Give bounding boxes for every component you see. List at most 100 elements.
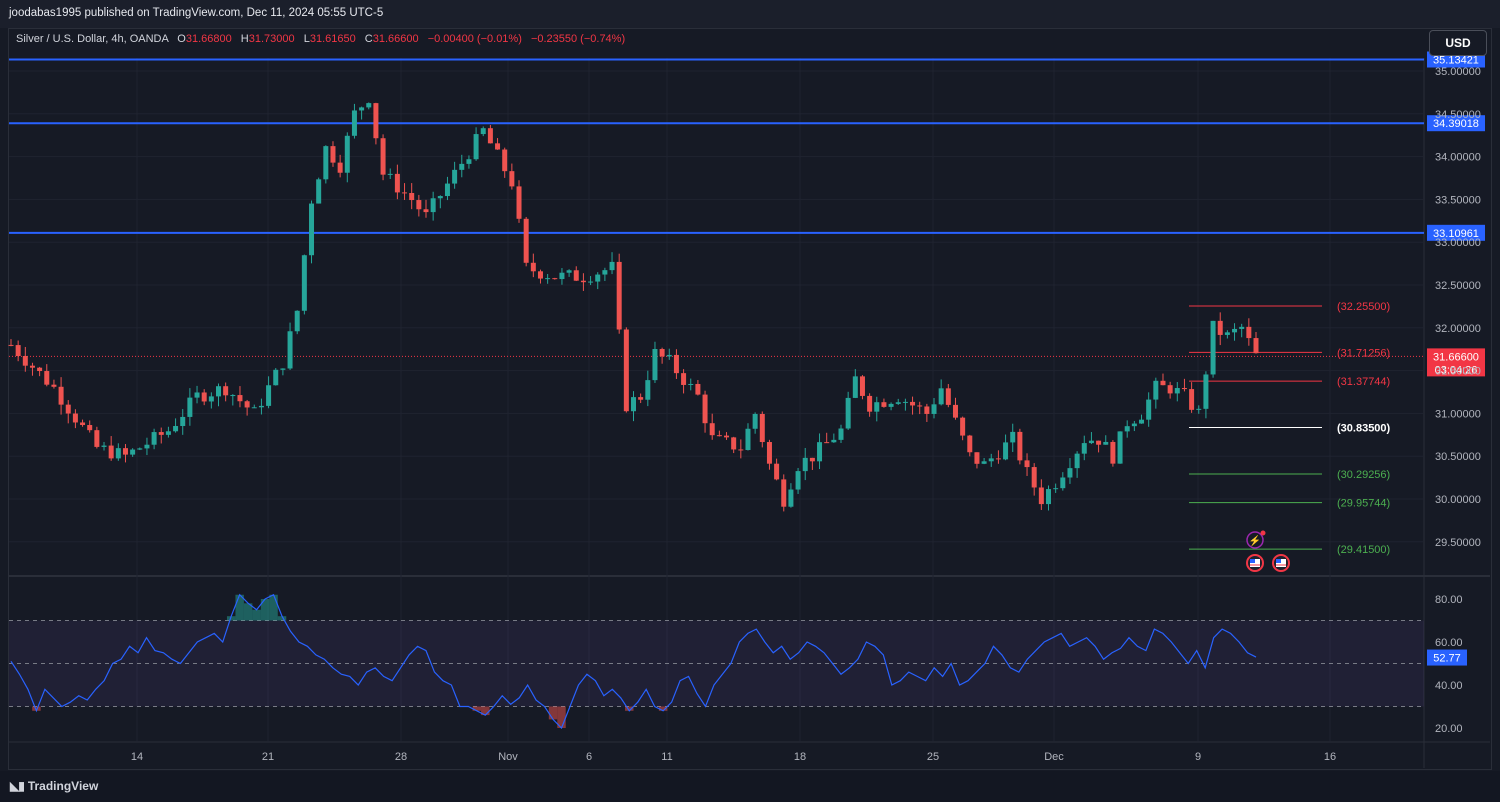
candle-body	[731, 437, 736, 449]
candle-body	[531, 263, 536, 272]
price-tick-label: 31.00000	[1435, 408, 1481, 420]
us-flag-canton-icon	[1250, 559, 1255, 563]
candle-body	[459, 164, 464, 170]
candle-body	[1082, 443, 1087, 454]
candle-body	[645, 380, 650, 400]
time-tick-label: 18	[794, 751, 806, 763]
candle-body	[760, 414, 765, 442]
candle-body	[595, 275, 600, 282]
time-tick-label: 11	[661, 751, 672, 763]
candle-body	[431, 198, 436, 212]
candle-body	[681, 373, 686, 385]
candle-body	[982, 461, 987, 464]
candle-body	[1046, 489, 1051, 504]
candle-body	[223, 386, 228, 395]
level-label: (29.41500)	[1337, 544, 1390, 556]
horizontal-line-label: 35.13421	[1433, 55, 1479, 67]
candle-body	[817, 442, 822, 461]
candle-body	[1203, 374, 1208, 408]
price-tick-label: 31.50000	[1435, 366, 1481, 378]
time-axis: 14 21 28 Nov 6 11 18 25 Dec 9 16	[131, 751, 1336, 763]
candle-body	[123, 448, 128, 454]
candle-body	[1075, 454, 1080, 468]
current-price-label: 31.66600	[1433, 351, 1479, 363]
price-axis: 35.0000034.5000034.0000033.5000033.00000…	[1435, 66, 1481, 549]
candle-body	[1189, 389, 1194, 410]
level-label: (30.83500)	[1337, 423, 1391, 435]
tradingview-logo[interactable]: ◣▮ TradingView	[10, 779, 98, 793]
candle-body	[9, 345, 14, 346]
high-label: H	[241, 33, 249, 45]
currency-button[interactable]: USD	[1429, 30, 1487, 56]
candle-body	[767, 442, 772, 464]
candle-body	[137, 448, 142, 449]
symbol-legend: Silver / U.S. Dollar, 4h, OANDA O31.6680…	[16, 33, 625, 45]
level-label: (30.29256)	[1337, 469, 1390, 481]
candle-body	[1254, 338, 1259, 353]
candle-body	[738, 449, 743, 450]
candle-body	[796, 471, 801, 489]
candle-body	[266, 385, 271, 406]
candle-body	[774, 464, 779, 480]
tradingview-logo-icon: ◣▮	[10, 779, 24, 793]
candle-body	[280, 368, 285, 369]
candle-body	[302, 255, 307, 311]
candle-body	[1153, 381, 1158, 400]
candle-body	[559, 273, 564, 279]
candle-body	[345, 136, 350, 173]
candle-body	[338, 163, 343, 173]
rsi-tick-label: 80.00	[1435, 594, 1463, 606]
candle-body	[538, 271, 543, 278]
level-label: (31.37744)	[1337, 376, 1390, 388]
candle-body	[288, 331, 293, 368]
candle-body	[130, 450, 135, 455]
candle-body	[23, 356, 28, 366]
candle-body	[438, 196, 443, 198]
event-markers: ⚡	[1247, 531, 1289, 572]
time-tick-label: Dec	[1044, 751, 1064, 763]
candle-body	[581, 281, 586, 282]
candle-body	[66, 405, 71, 414]
candle-body	[660, 349, 665, 356]
candle-body	[44, 371, 49, 385]
candle-body	[116, 448, 121, 458]
candle-body	[1146, 400, 1151, 420]
open-value: 31.66800	[186, 33, 232, 45]
candle-body	[1118, 431, 1123, 463]
candle-body	[924, 406, 929, 413]
candle-body	[252, 407, 257, 408]
price-tick-label: 35.00000	[1435, 66, 1481, 78]
candle-body	[509, 171, 514, 186]
open-label: O	[177, 33, 186, 45]
candle-body	[896, 402, 901, 404]
candle-body	[102, 446, 107, 447]
candles	[9, 102, 1259, 511]
candle-body	[209, 396, 214, 401]
candle-body	[1225, 332, 1230, 335]
candle-body	[753, 414, 758, 429]
candle-body	[1067, 468, 1072, 477]
candle-body	[588, 282, 593, 283]
low-value: 31.61650	[310, 33, 356, 45]
candle-body	[652, 349, 657, 380]
candle-body	[1110, 442, 1115, 464]
candle-body	[860, 376, 865, 396]
candle-body	[638, 397, 643, 400]
candle-body	[466, 159, 471, 164]
candle-body	[216, 386, 221, 396]
level-label: (29.95744)	[1337, 498, 1390, 510]
candle-body	[1239, 327, 1244, 329]
candle-body	[717, 435, 722, 436]
candle-body	[953, 405, 958, 418]
candle-body	[552, 278, 557, 279]
candle-body	[831, 440, 836, 442]
candle-body	[166, 431, 171, 435]
candle-body	[881, 402, 886, 407]
price-tick-label: 32.50000	[1435, 280, 1481, 292]
candle-body	[180, 417, 185, 426]
candle-body	[624, 329, 629, 411]
candle-body	[939, 388, 944, 404]
fib-levels: (32.25500)(31.71256)(31.37744)(30.83500)…	[1189, 301, 1391, 556]
candle-body	[617, 262, 622, 330]
